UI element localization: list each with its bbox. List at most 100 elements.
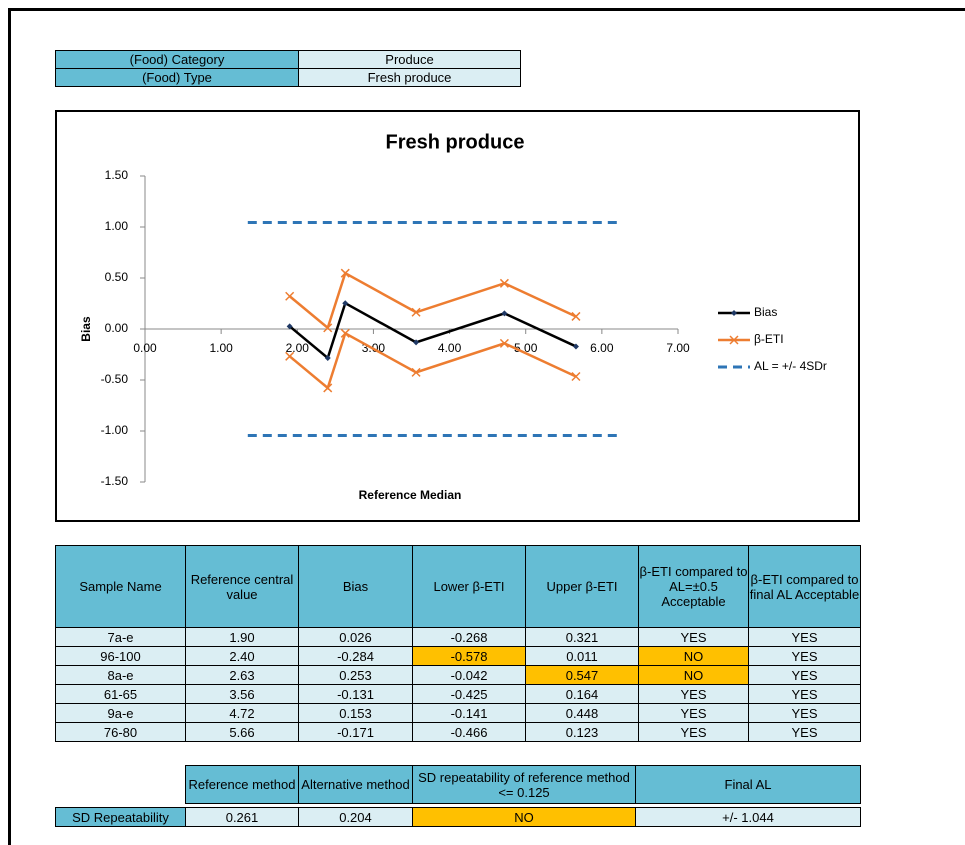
table-cell: 0.164: [525, 684, 639, 704]
rep-cell: 0.261: [185, 807, 299, 827]
info-value: Fresh produce: [298, 68, 521, 87]
rep-header: SD repeatability of reference method <= …: [412, 765, 636, 804]
chart-title: Fresh produce: [386, 131, 525, 153]
series-marker: [323, 383, 333, 393]
table-cell: YES: [748, 665, 861, 685]
legend-label: AL = +/- 4SDr: [754, 359, 827, 373]
table-cell: 96-100: [55, 646, 186, 666]
info-label: (Food) Category: [55, 50, 299, 69]
table-cell: YES: [748, 627, 861, 647]
x-tick-label: 7.00: [666, 341, 690, 355]
table-cell: NO: [638, 646, 749, 666]
x-tick-label: 6.00: [590, 341, 614, 355]
series-marker: [286, 323, 293, 330]
y-axis-label: Bias: [79, 316, 93, 342]
x-tick-label: 1.00: [209, 341, 233, 355]
table-cell: 4.72: [185, 703, 299, 723]
series-marker: [324, 354, 331, 361]
series-marker: [571, 372, 581, 382]
rep-cell: +/- 1.044: [635, 807, 861, 827]
table-header: Sample Name: [55, 545, 186, 628]
table-cell: 76-80: [55, 722, 186, 742]
series-marker: [411, 307, 421, 317]
table-cell: -0.578: [412, 646, 526, 666]
series-line: [288, 301, 577, 361]
table-cell: 61-65: [55, 684, 186, 704]
y-tick-label: 0.50: [105, 270, 129, 284]
table-cell: YES: [638, 627, 749, 647]
table-cell: 7a-e: [55, 627, 186, 647]
table-cell: YES: [748, 722, 861, 742]
series-marker: [571, 311, 581, 321]
series-marker: [285, 291, 295, 301]
y-tick-label: 0.00: [105, 321, 129, 335]
table-header: Bias: [298, 545, 413, 628]
table-cell: YES: [638, 722, 749, 742]
x-tick-label: 4.00: [438, 341, 462, 355]
info-value: Produce: [298, 50, 521, 69]
table-cell: -0.268: [412, 627, 526, 647]
x-tick-label: 0.00: [133, 341, 157, 355]
table-cell: 0.547: [525, 665, 639, 685]
table-cell: 0.253: [298, 665, 413, 685]
series-line: [288, 271, 577, 331]
table-cell: 1.90: [185, 627, 299, 647]
table-cell: YES: [748, 646, 861, 666]
y-tick-label: 1.50: [105, 168, 129, 182]
series-marker: [572, 343, 579, 350]
y-tick-label: -1.50: [101, 474, 129, 488]
table-cell: 8a-e: [55, 665, 186, 685]
table-cell: -0.466: [412, 722, 526, 742]
x-axis-label: Reference Median: [359, 488, 462, 502]
rep-cell: NO: [412, 807, 636, 827]
table-cell: 0.321: [525, 627, 639, 647]
table-cell: 3.56: [185, 684, 299, 704]
series-marker: [323, 323, 333, 333]
table-header: β-ETI compared to AL=±0.5 Acceptable: [638, 545, 749, 628]
table-cell: -0.131: [298, 684, 413, 704]
table-cell: 0.448: [525, 703, 639, 723]
table-cell: 0.123: [525, 722, 639, 742]
table-cell: 2.40: [185, 646, 299, 666]
legend-marker: [731, 310, 737, 316]
series-marker: [501, 310, 508, 317]
table-header: β-ETI compared to final AL Acceptable: [748, 545, 861, 628]
table-cell: -0.042: [412, 665, 526, 685]
series-marker: [340, 268, 350, 278]
chart-border: [55, 110, 860, 522]
table-cell: YES: [638, 703, 749, 723]
table-cell: YES: [748, 703, 861, 723]
table-cell: 9a-e: [55, 703, 186, 723]
table-cell: -0.284: [298, 646, 413, 666]
table-cell: 5.66: [185, 722, 299, 742]
series-line: [288, 331, 577, 391]
series-marker: [499, 278, 509, 288]
x-tick-label: 2.00: [286, 341, 310, 355]
table-cell: 0.026: [298, 627, 413, 647]
rep-header: Reference method: [185, 765, 299, 804]
info-label: (Food) Type: [55, 68, 299, 87]
sheet-frame: [8, 8, 965, 845]
table-cell: -0.141: [412, 703, 526, 723]
table-cell: 2.63: [185, 665, 299, 685]
series-marker: [285, 351, 295, 361]
chart: Fresh produce Reference Median Bias -1.5…: [55, 110, 860, 522]
y-tick-label: 1.00: [105, 219, 129, 233]
rep-header: Final AL: [635, 765, 861, 804]
legend-label: β-ETI: [754, 332, 784, 346]
series-marker: [342, 300, 349, 307]
table-cell: 0.153: [298, 703, 413, 723]
table-cell: 0.011: [525, 646, 639, 666]
rep-header: Alternative method: [298, 765, 413, 804]
table-cell: -0.171: [298, 722, 413, 742]
rep-cell: 0.204: [298, 807, 413, 827]
legend-label: Bias: [754, 305, 777, 319]
table-cell: YES: [748, 684, 861, 704]
legend-marker: [729, 335, 739, 345]
rep-label: SD Repeatability: [55, 807, 186, 827]
y-tick-label: -0.50: [101, 372, 129, 386]
table-header: Upper β-ETI: [525, 545, 639, 628]
table-cell: -0.425: [412, 684, 526, 704]
table-header: Reference central value: [185, 545, 299, 628]
